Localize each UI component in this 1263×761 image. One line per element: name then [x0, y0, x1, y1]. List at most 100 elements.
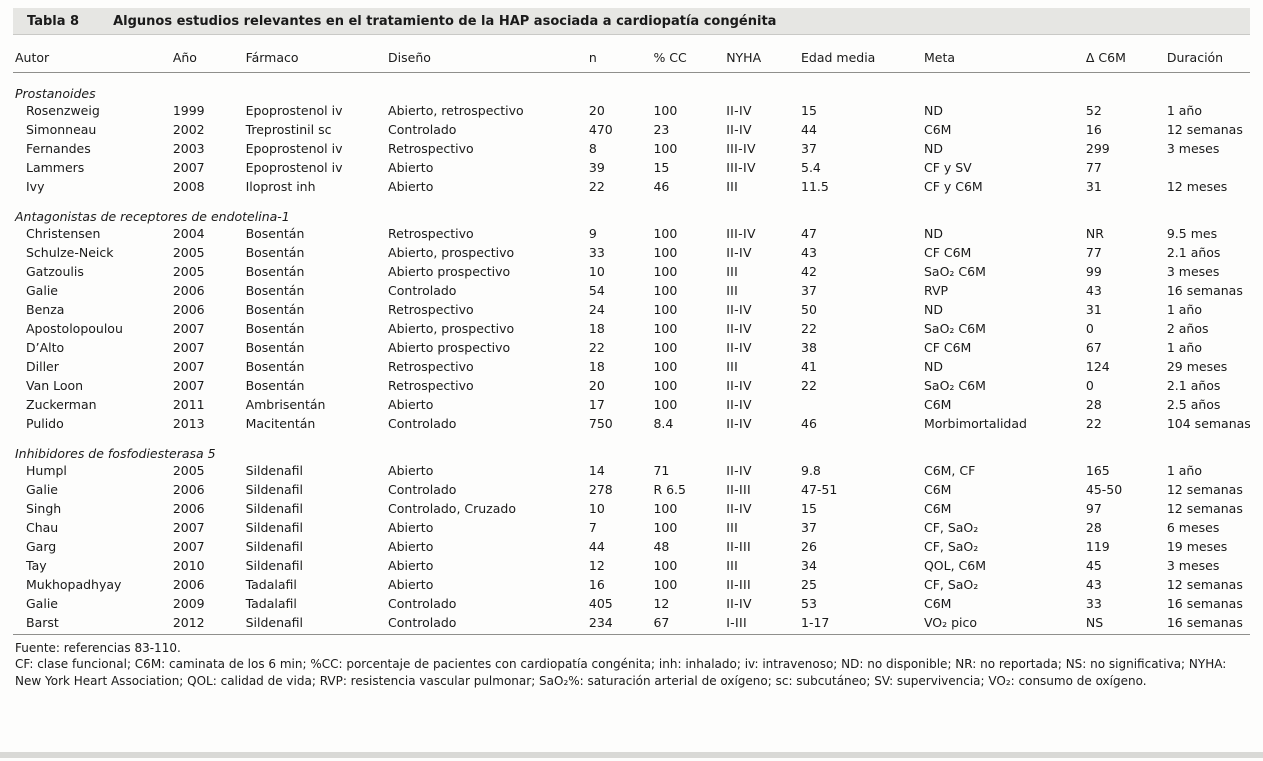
- table-row: Rosenzweig 1999 Epoprostenol iv Abierto, re…: [13, 101, 1250, 120]
- cell-autor: Galie: [26, 481, 58, 497]
- cell-farmaco: Sildenafil: [245, 614, 303, 630]
- cell-farmaco: Epoprostenol iv: [245, 140, 343, 156]
- cell-farmaco: Sildenafil: [245, 557, 303, 573]
- cell-farmaco: Bosentán: [245, 339, 305, 355]
- cell-diseno: Abierto prospectivo: [388, 263, 511, 279]
- col-header-meta: Meta: [921, 35, 1084, 73]
- cell-n: 54: [588, 282, 605, 298]
- cell-diseno: Abierto: [388, 159, 434, 175]
- table-header: Autor Año Fármaco Diseño n % CC NYHA Eda…: [13, 35, 1250, 73]
- cell-delta-c6m: 31: [1085, 301, 1102, 317]
- cell-farmaco: Sildenafil: [245, 481, 303, 497]
- cell-diseno: Abierto: [388, 538, 434, 554]
- cell-ano: 2007: [172, 377, 205, 393]
- cell-n: 10: [588, 263, 605, 279]
- cell-ano: 2009: [172, 595, 205, 611]
- cell-diseno: Controlado: [388, 595, 457, 611]
- cell-autor: Rosenzweig: [26, 102, 100, 118]
- cell-meta: SaO₂ C6M: [923, 320, 986, 336]
- cell-farmaco: Bosentán: [245, 244, 305, 260]
- cell-autor: Pulido: [26, 415, 64, 431]
- table-row: Pulido 2013 Macitentán Controlado 750 8.4 II-I…: [13, 414, 1250, 433]
- study-table-body: Prostanoides Rosenzweig 1999 Epoprostenol i…: [13, 73, 1250, 632]
- cell-diseno: Controlado: [388, 614, 457, 630]
- col-header-duracion: Duración: [1164, 35, 1250, 73]
- cell-duracion: 104 semanas: [1166, 415, 1250, 431]
- cell-diseno: Retrospectivo: [388, 140, 474, 156]
- cell-diseno: Abierto: [388, 396, 434, 412]
- table-row: Singh 2006 Sildenafil Controlado, Cruzado 10…: [13, 499, 1250, 518]
- cell-diseno: Abierto, prospectivo: [388, 244, 515, 260]
- cell-nyha: II-IV: [726, 320, 752, 336]
- cell-n: 234: [588, 614, 613, 630]
- cell-diseno: Abierto, prospectivo: [388, 320, 515, 336]
- cell-ano: 2004: [172, 225, 205, 241]
- cell-farmaco: Epoprostenol iv: [245, 102, 343, 118]
- table-row: Apostolopoulou 2007 Bosentán Abierto, prosp…: [13, 319, 1250, 338]
- cell-duracion: 16 semanas: [1166, 614, 1243, 630]
- cell-delta-c6m: 119: [1085, 538, 1110, 554]
- cell-edad-media: 1-17: [801, 614, 830, 630]
- section-header-row: Antagonistas de receptores de endotelina…: [13, 196, 1250, 224]
- cell-duracion: 29 meses: [1166, 358, 1228, 374]
- cell-pct-cc: 15: [653, 159, 670, 175]
- cell-duracion: 9.5 mes: [1166, 225, 1218, 241]
- cell-delta-c6m: 43: [1085, 282, 1102, 298]
- cell-duracion: 2.5 años: [1166, 396, 1221, 412]
- col-header-farmaco: Fármaco: [243, 35, 387, 73]
- col-header-autor: Autor: [13, 35, 171, 73]
- cell-nyha: I-III: [726, 614, 747, 630]
- cell-duracion: 6 meses: [1166, 519, 1220, 535]
- cell-autor: Ivy: [26, 178, 45, 194]
- cell-edad-media: 41: [801, 358, 817, 374]
- cell-duracion: 2.1 años: [1166, 377, 1221, 393]
- cell-n: 405: [588, 595, 613, 611]
- cell-delta-c6m: 124: [1085, 358, 1110, 374]
- table-row: Lammers 2007 Epoprostenol iv Abierto 39 15 III…: [13, 158, 1250, 177]
- cell-n: 17: [588, 396, 605, 412]
- cell-duracion: 3 meses: [1166, 263, 1220, 279]
- cell-n: 24: [588, 301, 605, 317]
- cell-diseno: Controlado: [388, 282, 457, 298]
- cell-edad-media: 47: [801, 225, 817, 241]
- cell-meta: CF, SaO₂: [923, 538, 979, 554]
- cell-ano: 2006: [172, 282, 205, 298]
- table-row: Barst 2012 Sildenafil Controlado 234 67 I-III 1…: [13, 613, 1250, 632]
- cell-delta-c6m: 31: [1085, 178, 1102, 194]
- table-row: Galie 2006 Sildenafil Controlado 278 R 6.5 II-…: [13, 480, 1250, 499]
- cell-delta-c6m: 67: [1085, 339, 1102, 355]
- cell-nyha: II-IV: [726, 462, 752, 478]
- cell-farmaco: Macitentán: [245, 415, 316, 431]
- table-row: Fernandes 2003 Epoprostenol iv Retrospectiv…: [13, 139, 1250, 158]
- cell-farmaco: Treprostinil sc: [245, 121, 332, 137]
- cell-nyha: II-IV: [726, 339, 752, 355]
- cell-farmaco: Bosentán: [245, 282, 305, 298]
- cell-autor: D’Alto: [26, 339, 65, 355]
- table-row: Humpl 2005 Sildenafil Abierto 14 71 II-IV 9.8 C6…: [13, 461, 1250, 480]
- cell-meta: ND: [923, 358, 943, 374]
- cell-farmaco: Bosentán: [245, 301, 305, 317]
- cell-n: 12: [588, 557, 605, 573]
- cell-nyha: II-III: [726, 481, 751, 497]
- cell-meta: SaO₂ C6M: [923, 263, 986, 279]
- cell-n: 16: [588, 576, 605, 592]
- cell-edad-media: 38: [801, 339, 817, 355]
- studies-table: Autor Año Fármaco Diseño n % CC NYHA Eda…: [13, 35, 1250, 632]
- cell-n: 22: [588, 339, 605, 355]
- cell-meta: ND: [923, 140, 943, 156]
- cell-delta-c6m: 28: [1085, 519, 1102, 535]
- table-row: Zuckerman 2011 Ambrisentán Abierto 17 100 II-I…: [13, 395, 1250, 414]
- footnote-source: Fuente: referencias 83-110.: [15, 640, 181, 655]
- cell-ano: 2007: [172, 339, 205, 355]
- cell-nyha: II-IV: [726, 415, 752, 431]
- cell-delta-c6m: 45: [1085, 557, 1102, 573]
- table-row: D’Alto 2007 Bosentán Abierto prospectivo 22 1…: [13, 338, 1250, 357]
- cell-edad-media: 34: [801, 557, 817, 573]
- cell-delta-c6m: 0: [1085, 320, 1094, 336]
- table-row: Galie 2006 Bosentán Controlado 54 100 III 37 RVP…: [13, 281, 1250, 300]
- cell-farmaco: Bosentán: [245, 358, 305, 374]
- cell-pct-cc: 100: [653, 339, 678, 355]
- cell-autor: Simonneau: [26, 121, 97, 137]
- cell-diseno: Abierto: [388, 462, 434, 478]
- table-row: Galie 2009 Tadalafil Controlado 405 12 II-IV 53…: [13, 594, 1250, 613]
